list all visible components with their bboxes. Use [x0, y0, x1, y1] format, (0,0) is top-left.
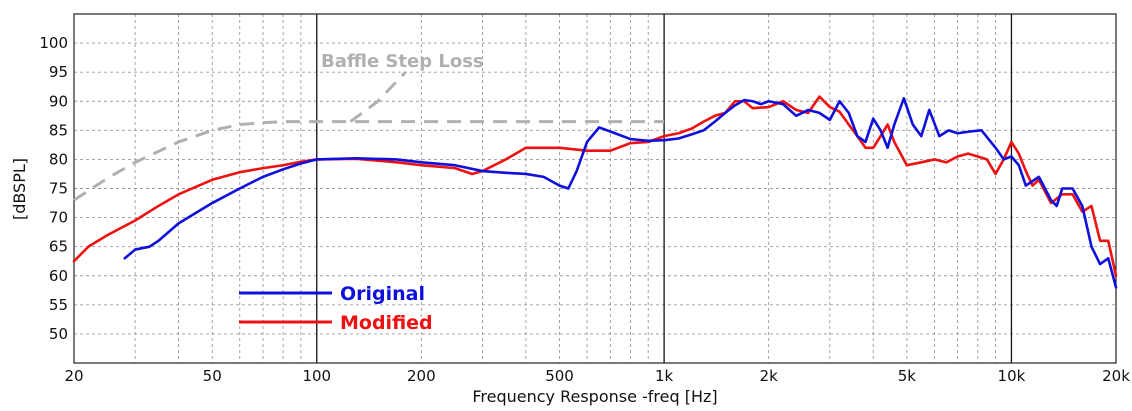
y-tick-label: 80	[49, 150, 68, 168]
x-tick-label: 10k	[998, 367, 1026, 385]
baffle-step-annotation: Baffle Step Loss	[321, 51, 484, 72]
y-tick-label: 95	[49, 63, 68, 81]
series-layer	[72, 71, 1118, 289]
y-tick-label: 60	[49, 267, 68, 285]
x-tick-label: 20	[64, 367, 83, 385]
y-tick-label: 65	[49, 238, 68, 256]
y-tick-label: 85	[49, 121, 68, 139]
legend-label-modified: Modified	[340, 312, 433, 334]
plot-frame	[73, 13, 1117, 364]
baffle-step-arrow-line	[349, 71, 407, 123]
y-tick-label: 70	[49, 209, 68, 227]
y-axis-label: [dBSPL]	[10, 158, 29, 220]
y-tick-label: 55	[49, 296, 68, 314]
legend: Original Modified	[239, 283, 433, 334]
x-tick-labels: 20 50 100 200 500 1k 2k 5k 10k 20k	[64, 367, 1130, 385]
y-tick-labels: 50 55 60 65 70 75 80 85 90 95 100	[39, 34, 68, 343]
x-axis-label: Frequency Response -freq [Hz]	[472, 387, 717, 406]
legend-label-original: Original	[340, 283, 425, 305]
y-tick-label: 100	[39, 34, 68, 52]
y-tick-label: 75	[49, 180, 68, 198]
x-tick-label: 20k	[1102, 367, 1130, 385]
plot-background	[74, 14, 1116, 363]
x-tick-label: 1k	[655, 367, 674, 385]
x-tick-label: 500	[545, 367, 574, 385]
x-tick-label: 50	[203, 367, 222, 385]
y-tick-label: 90	[49, 92, 68, 110]
y-tick-label: 50	[49, 325, 68, 343]
minor-grid	[73, 14, 1117, 363]
x-tick-label: 200	[407, 367, 436, 385]
x-tick-label: 5k	[898, 367, 917, 385]
major-grid	[316, 14, 1013, 363]
x-tick-label: 100	[302, 367, 331, 385]
baffle-step-curve	[73, 120, 665, 202]
x-tick-label: 2k	[760, 367, 779, 385]
series-original-line	[123, 97, 1118, 289]
